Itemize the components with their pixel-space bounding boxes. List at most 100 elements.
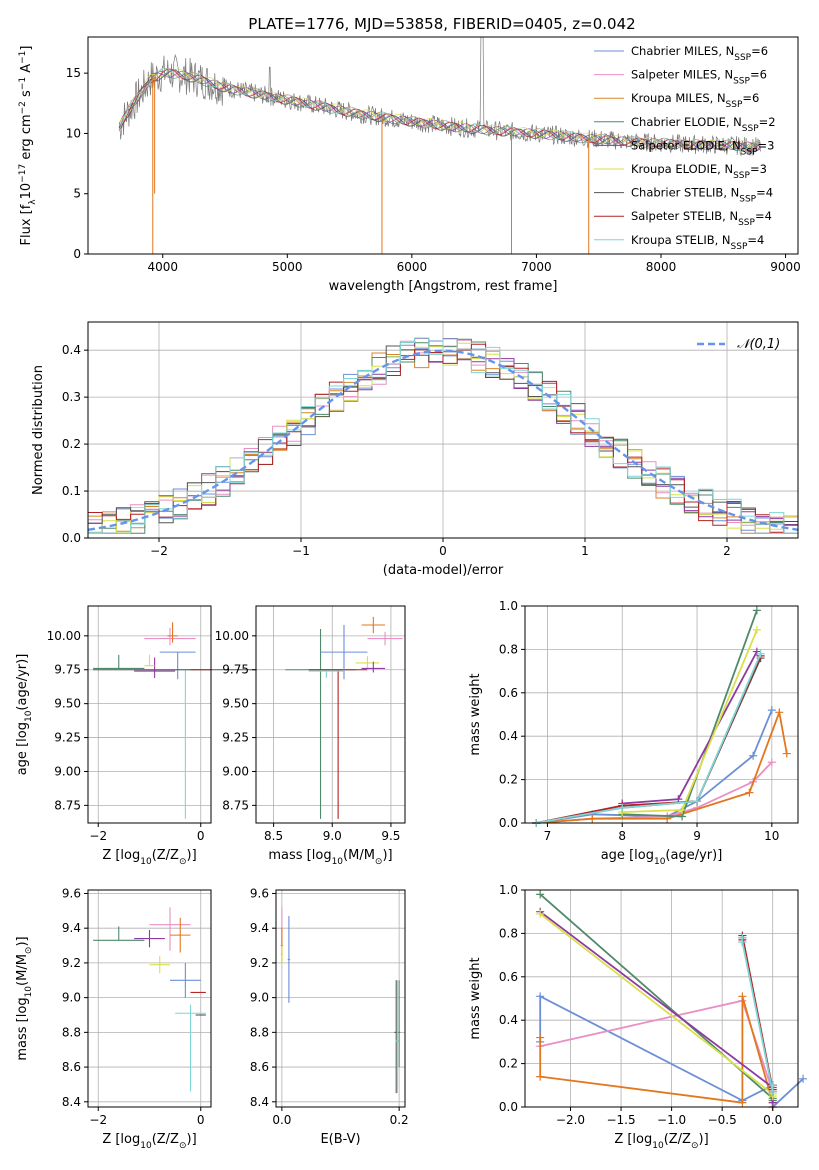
y-tick-label: 9.00	[222, 764, 249, 778]
y-tick-label: 1.0	[499, 883, 518, 897]
x-tick-label: 9000	[770, 260, 801, 274]
x-tick-label: 9.5	[381, 829, 400, 843]
y-tick-label: 8.8	[62, 1025, 81, 1039]
chart-age_vs_mass: 8.5 9.0 9.5 8.75 9.00 9.25 9.50 9.75 10.00 mass […	[215, 605, 406, 867]
y-axis-label: age [log10(age/yr)]	[15, 654, 34, 776]
y-tick-label: 8.75	[54, 798, 81, 812]
y-tick-label: 15	[66, 66, 81, 80]
legend-label-1: Salpeter MILES, NSSP=6	[631, 68, 767, 87]
series-8	[536, 653, 762, 824]
chart-age_vs_Z: −2 0 8.75 9.00 9.25 9.50 9.75 10.00 Z [log10(Z/Z…	[15, 605, 258, 867]
y-axis-label: mass weight	[468, 957, 483, 1039]
y-axis-label: Flux [fλ10−17 erg cm−2 s−1 A−1]	[18, 46, 38, 246]
y-tick-label: 9.4	[62, 921, 81, 935]
marker-1	[767, 758, 776, 767]
plot-area	[93, 907, 206, 1092]
x-axis-label: wavelength [Angstrom, rest frame]	[329, 279, 558, 294]
plot-area	[536, 890, 808, 1111]
y-axis-label: mass weight	[468, 673, 483, 755]
chart-spectrum: 4000 5000 6000 7000 8000 9000 0 5 10 15 wavelength…	[18, 36, 801, 294]
marker-0	[799, 1074, 808, 1083]
y-axis-label: mass [log10(M/M⊙)]	[15, 936, 34, 1060]
x-tick-label: −2	[89, 1113, 107, 1127]
x-tick-label: 9	[693, 829, 701, 843]
chart-mass_vs_Z: −2 0 8.4 8.6 8.8 9.0 9.2 9.4 9.6 Z [log10(Z/Z⊙)] m…	[15, 886, 212, 1151]
legend-label-7: Salpeter STELIB, NSSP=4	[631, 209, 772, 228]
marker-2	[745, 788, 754, 797]
y-tick-label: 9.25	[222, 731, 249, 745]
y-tick-label: 0.8	[499, 926, 518, 940]
x-tick-label: 0	[439, 544, 447, 558]
x-tick-label: 0.2	[390, 1113, 409, 1127]
y-tick-label: 10	[66, 126, 81, 140]
chart-mass_weight_vs_age: 7 8 9 10 0.0 0.2 0.4 0.6 0.8 1.0 age [log10(age/yr…	[468, 599, 799, 867]
axes-frame	[524, 889, 799, 1108]
y-tick-label: 8.6	[62, 1060, 81, 1074]
marker-5	[678, 805, 687, 814]
y-tick-label: 9.00	[54, 764, 81, 778]
x-axis-label: (data-model)/error	[383, 563, 504, 578]
axes-frame	[255, 605, 406, 824]
y-tick-label: 5	[73, 187, 81, 201]
axes-frame	[87, 889, 212, 1108]
legend-label-3: Chabrier ELODIE, NSSP=2	[631, 115, 776, 134]
marker-8	[756, 649, 765, 658]
y-tick-label: 0.2	[499, 1057, 518, 1071]
y-tick-label: 0.0	[499, 816, 518, 830]
figure-title: PLATE=1776, MJD=53858, FIBERID=0405, z=0…	[248, 15, 635, 33]
marker-2	[775, 708, 784, 717]
chart-residuals: −2 −1 0 1 2 0.0 0.1 0.2 0.3 0.4 (data-model)/error…	[31, 321, 799, 578]
y-tick-label: 0.0	[62, 531, 81, 545]
axes-frame	[87, 36, 799, 255]
series-3	[539, 893, 774, 1101]
y-tick-label: 0.0	[499, 1100, 518, 1114]
marker-2	[782, 749, 791, 758]
series-1	[536, 761, 773, 824]
legend-label-4: Salpeter ELODIE, NSSP=3	[631, 138, 774, 157]
y-tick-label: 9.6	[62, 886, 81, 900]
x-tick-label: −1	[292, 544, 310, 558]
marker-2	[588, 814, 597, 823]
y-tick-label: 8.4	[62, 1095, 81, 1109]
y-tick-label: 8.6	[250, 1060, 269, 1074]
y-tick-label: 9.75	[54, 663, 81, 677]
y-tick-label: 9.2	[62, 956, 81, 970]
y-tick-label: 8.75	[222, 798, 249, 812]
marker-8	[693, 797, 702, 806]
y-tick-label: 10.00	[215, 629, 249, 643]
x-axis-label: Z [log10(Z/Z⊙)]	[102, 1132, 196, 1151]
y-tick-label: 9.4	[250, 921, 269, 935]
axes-frame	[524, 605, 799, 824]
y-tick-label: 1.0	[499, 599, 518, 613]
x-tick-label: 2	[723, 544, 731, 558]
marker-2	[738, 992, 747, 1001]
x-tick-label: 8.5	[264, 829, 283, 843]
plot-area	[87, 337, 799, 534]
x-tick-label: 8000	[646, 260, 677, 274]
series-7	[536, 655, 762, 824]
plot-area	[532, 606, 791, 827]
legend-label-6: Chabrier STELIB, NSSP=4	[631, 186, 773, 205]
plot-area	[285, 616, 403, 819]
x-tick-label: −0.5	[708, 1113, 737, 1127]
x-tick-label: −1.0	[657, 1113, 686, 1127]
charts-root: 4000 5000 6000 7000 8000 9000051015wavelength…	[15, 36, 808, 1151]
axes-frame	[87, 605, 212, 824]
marker-8	[738, 938, 747, 947]
x-tick-label: −2.0	[556, 1113, 585, 1127]
y-tick-label: 9.0	[62, 991, 81, 1005]
x-axis-label: mass [log10(M/M⊙)]	[268, 848, 392, 867]
x-tick-label: 0	[197, 829, 205, 843]
y-tick-label: 0.2	[62, 437, 81, 451]
marker-5	[752, 625, 761, 634]
y-tick-label: 0.8	[499, 642, 518, 656]
chart-mass_weight_vs_Z: −2.0 −1.5 −1.0 −0.5 0.0 0.0 0.2 0.4 0.6 0.8 1.0 Z […	[468, 883, 808, 1151]
plot-area	[118, 36, 761, 254]
y-tick-label: 9.0	[250, 991, 269, 1005]
x-axis-label: Z [log10(Z/Z⊙)]	[614, 1132, 708, 1151]
x-tick-label: 6000	[397, 260, 428, 274]
plot-area	[93, 622, 258, 819]
marker-3	[752, 606, 761, 615]
y-tick-label: 9.2	[250, 956, 269, 970]
legend-label-5: Kroupa ELODIE, NSSP=3	[631, 162, 767, 181]
